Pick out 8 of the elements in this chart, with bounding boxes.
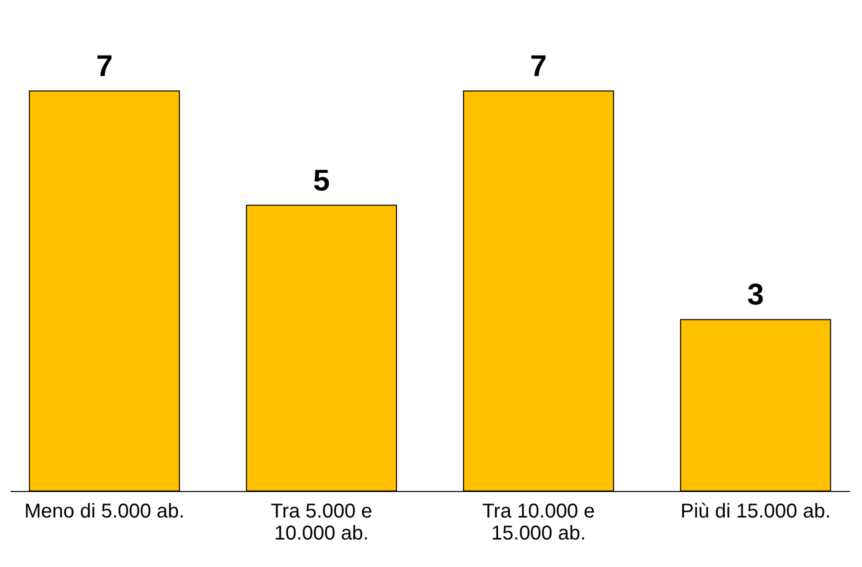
data-label: 7	[530, 50, 547, 83]
data-label: 5	[313, 164, 330, 198]
x-tick-label: Tra 10.000 e 15.000 ab.	[482, 500, 595, 544]
data-label: 7	[96, 50, 113, 83]
x-tick-label: Meno di 5.000 ab.	[24, 500, 184, 522]
data-label: 3	[747, 278, 764, 312]
x-tick-label: Tra 5.000 e 10.000 ab.	[270, 500, 372, 544]
x-tick-label: Più di 15.000 ab.	[680, 500, 831, 522]
